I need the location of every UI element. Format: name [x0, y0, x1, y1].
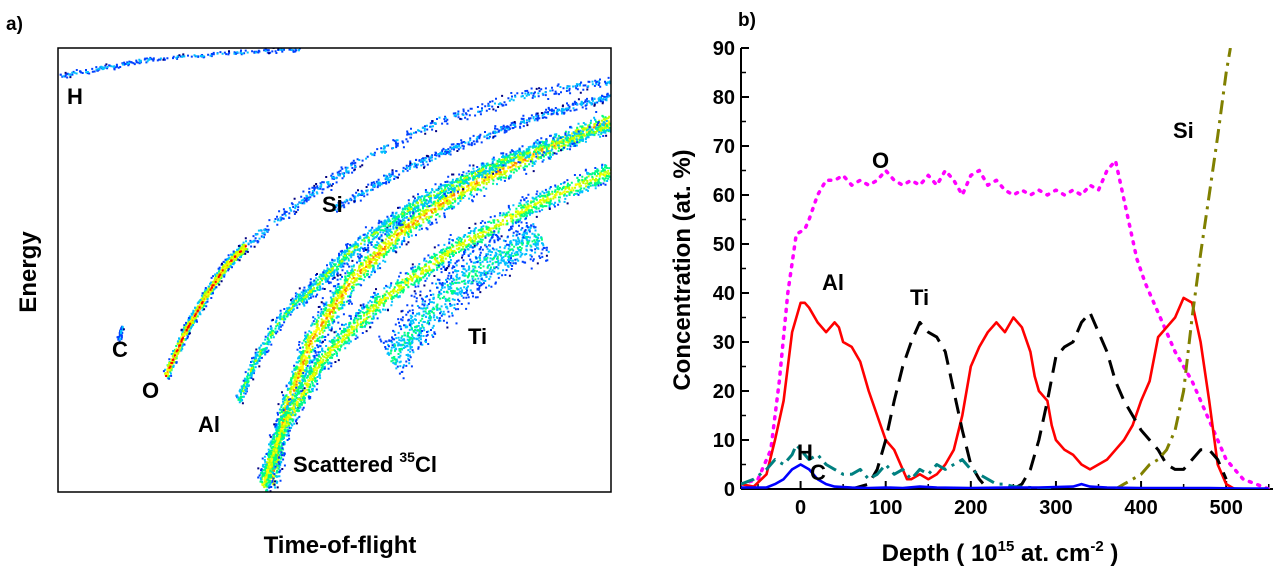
label-C-a: C [112, 337, 128, 362]
y-tick-label: 40 [713, 283, 735, 305]
scattered-element: Cl [415, 452, 437, 477]
series-line-o [741, 158, 1271, 489]
label-scattered-cl: Scattered 35Cl [293, 449, 437, 477]
panel-a-xlabel: Time-of-flight [264, 532, 417, 559]
xlabel-sup2: -2 [1090, 538, 1103, 555]
scattered-isotope: 35 [399, 449, 415, 465]
heatmap-cells [261, 169, 611, 489]
scattered-text: Scattered [293, 452, 399, 477]
heatmap-cells [62, 48, 300, 78]
series-label-H: H [797, 440, 813, 465]
band-Ti [378, 217, 550, 380]
heatmap-cells [59, 48, 301, 79]
y-tick-label: 30 [713, 332, 735, 354]
series-label-Ti: Ti [910, 285, 929, 310]
heatmap-cells [386, 223, 550, 370]
series-label-Si: Si [1173, 118, 1194, 143]
band-scattered-1 [264, 111, 611, 489]
xlabel-mid: at. cm [1014, 540, 1090, 567]
y-tick-label: 10 [713, 430, 735, 452]
y-tick-label: 90 [713, 38, 735, 60]
xlabel-sup1: 15 [998, 538, 1015, 555]
heatmap-cells [237, 293, 303, 402]
x-tick-label: 200 [954, 497, 987, 519]
x-tick-label: 100 [869, 497, 902, 519]
y-tick-label: 60 [713, 185, 735, 207]
series-label-Al: Al [822, 270, 844, 295]
y-tick-label: 20 [713, 381, 735, 403]
heatmap-cells [261, 173, 606, 486]
xlabel-pre: Depth ( 10 [882, 540, 998, 567]
xlabel-post: ) [1104, 540, 1119, 567]
heatmap-cells [265, 116, 611, 489]
panel-b-ylabel: Concentration (at. %) [669, 149, 696, 390]
series-line-c [741, 463, 1269, 489]
heatmap-cells [166, 243, 249, 379]
heatmap-cells [378, 217, 549, 380]
series-line-h [741, 443, 1056, 489]
band-C [116, 325, 125, 343]
heatmap-cells [122, 328, 125, 331]
x-tick-label: 0 [795, 497, 806, 519]
band-Al [235, 292, 303, 405]
series-label-C: C [810, 460, 826, 485]
panel-a-ylabel: Energy [15, 231, 42, 313]
x-tick-label: 500 [1209, 497, 1242, 519]
band-upper [332, 92, 611, 213]
heatmap-cells [118, 325, 124, 341]
series-line-al [741, 296, 1269, 489]
heatmap-cells [164, 243, 247, 378]
tof-heatmap [59, 48, 611, 492]
panel-a-label: a) [6, 14, 23, 35]
series-line-ti [851, 311, 1228, 489]
y-tick-label: 70 [713, 136, 735, 158]
heatmap-cells [332, 92, 611, 213]
heatmap-cells [267, 115, 611, 486]
panel-b-label: b) [738, 10, 756, 31]
series-line-si [1114, 48, 1232, 489]
x-tick-label: 300 [1039, 497, 1072, 519]
y-tick-label: 0 [724, 479, 735, 501]
y-tick-label: 80 [713, 87, 735, 109]
heatmap-cells [242, 299, 298, 393]
label-Al-a: Al [198, 412, 220, 437]
series-label-O: O [872, 148, 889, 173]
label-Ti-a: Ti [468, 324, 487, 349]
label-O-a: O [142, 378, 159, 403]
panel-b-series [741, 48, 1271, 489]
heatmap-cells [298, 134, 611, 290]
panel-a-frame [57, 47, 612, 493]
panel-b-xlabel: Depth ( 1015 at. cm-2 ) [882, 538, 1119, 567]
label-H-a: H [67, 84, 83, 109]
x-tick-label: 400 [1124, 497, 1157, 519]
label-Si-a: Si [322, 192, 343, 217]
heatmap-cells [268, 119, 611, 484]
band-O [162, 241, 249, 380]
band-H [59, 48, 301, 79]
y-tick-label: 50 [713, 234, 735, 256]
